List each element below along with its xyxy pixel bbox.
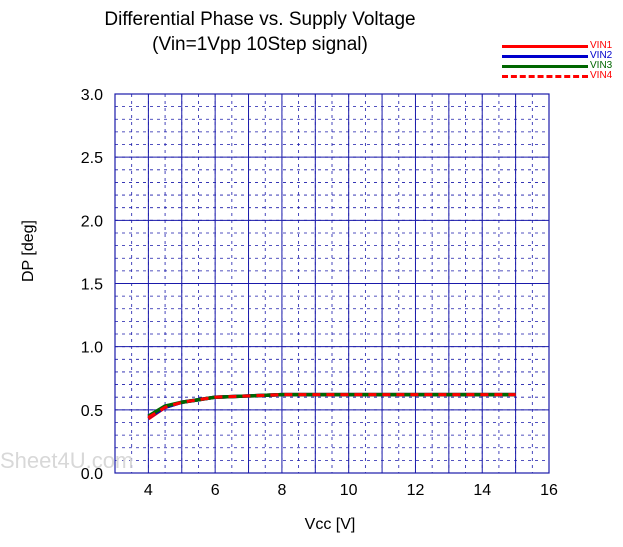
series-line-vin4	[147, 393, 516, 419]
legend-item-vin4: VIN4	[502, 70, 622, 81]
y-tick-label: 0.5	[81, 403, 103, 420]
legend-item-vin3: VIN3	[502, 60, 622, 71]
x-tick-label: 4	[144, 482, 153, 499]
x-tick-label: 8	[277, 482, 286, 499]
x-tick-label: 10	[340, 482, 358, 499]
y-axis-label: DP [deg]	[20, 220, 37, 282]
legend-label: VIN4	[590, 70, 613, 81]
legend-label: VIN2	[590, 50, 613, 61]
chart-title: Differential Phase vs. Supply Voltage	[104, 9, 416, 30]
legend-item-vin2: VIN2	[502, 50, 622, 61]
y-tick-label: 1.0	[81, 340, 103, 357]
legend-item-vin1: VIN1	[502, 40, 622, 51]
legend-label: VIN3	[590, 60, 613, 71]
y-tick-label: 3.0	[81, 87, 103, 104]
legend-swatch	[502, 55, 588, 58]
legend-swatch	[502, 75, 588, 78]
y-tick-label: 2.0	[81, 213, 103, 230]
y-tick-label: 0.0	[81, 466, 103, 483]
x-tick-label: 6	[211, 482, 220, 499]
legend-label: VIN1	[590, 40, 613, 51]
plot-frame	[114, 93, 550, 474]
y-tick-label: 2.5	[81, 150, 103, 167]
x-tick-label: 14	[473, 482, 491, 499]
x-tick-label: 16	[540, 482, 558, 499]
legend-swatch	[502, 65, 588, 68]
y-tick-label: 1.5	[81, 277, 103, 294]
x-axis-label: Vcc [V]	[304, 516, 356, 533]
legend-swatch	[502, 45, 588, 48]
watermark: Sheet4U.com	[0, 448, 134, 473]
x-tick-label: 12	[407, 482, 425, 499]
chart-subtitle: (Vin=1Vpp 10Step signal)	[152, 34, 368, 55]
